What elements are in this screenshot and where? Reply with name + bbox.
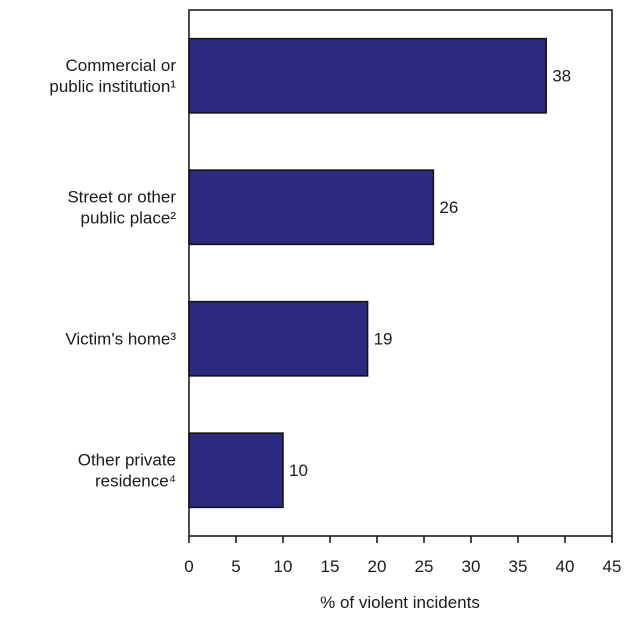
category-label-line: public institution¹: [49, 77, 176, 96]
x-tick-label: 20: [368, 557, 387, 576]
x-axis-title: % of violent incidents: [320, 593, 480, 612]
x-tick-label: 40: [556, 557, 575, 576]
category-label-line: Commercial or: [65, 56, 176, 75]
bar-value-label: 19: [374, 329, 393, 348]
axis-layer: [188, 9, 613, 537]
x-tick-label: 25: [415, 557, 434, 576]
category-label: Victim's home³: [65, 329, 176, 348]
bar-value-label: 26: [439, 198, 458, 217]
x-axis-ticks: 0 5 10 15 20 25 30 35 40 45: [184, 536, 621, 576]
category-label: Street or other public place²: [67, 187, 176, 227]
category-label: Commercial or public institution¹: [49, 56, 176, 96]
bar-value-label: 10: [289, 461, 308, 480]
bar: [188, 432, 284, 509]
bar: [188, 300, 369, 377]
bar-value-label: 38: [552, 66, 571, 85]
category-label-line: Victim's home³: [65, 329, 176, 348]
x-tick-label: 30: [462, 557, 481, 576]
bar: [188, 169, 435, 246]
labels-layer: 38 Commercial or public institution¹ 26 Stre…: [49, 56, 571, 491]
category-label-line: public place²: [81, 208, 177, 227]
category-label-line: residence⁴: [95, 471, 176, 490]
bar: [188, 37, 547, 114]
category-label-line: Street or other: [67, 187, 176, 206]
x-tick-label: 5: [231, 557, 240, 576]
x-tick-label: 45: [603, 557, 622, 576]
x-tick-label: 35: [509, 557, 528, 576]
category-label-line: Other private: [78, 450, 176, 469]
plot-frame: [188, 9, 613, 537]
x-tick-label: 0: [184, 557, 193, 576]
bars-layer: [188, 37, 547, 509]
x-tick-label: 10: [274, 557, 293, 576]
x-tick-label: 15: [321, 557, 340, 576]
category-label: Other private residence⁴: [78, 450, 176, 490]
